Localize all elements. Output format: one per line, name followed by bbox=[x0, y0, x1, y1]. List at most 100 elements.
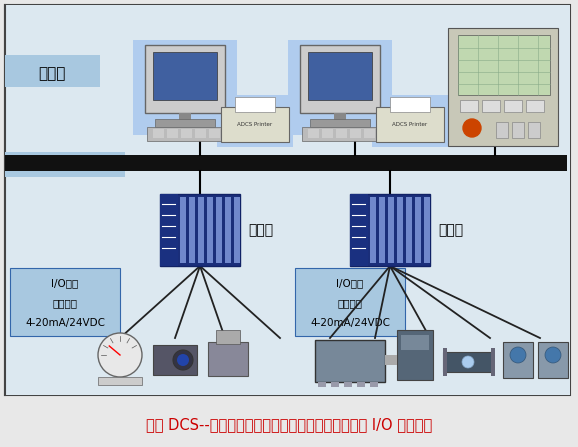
Bar bbox=[302, 127, 378, 141]
Bar bbox=[216, 330, 240, 344]
Bar bbox=[491, 348, 495, 376]
Bar bbox=[482, 100, 500, 112]
Bar bbox=[388, 197, 394, 263]
Bar bbox=[153, 129, 164, 138]
Bar bbox=[415, 197, 421, 263]
Bar bbox=[308, 52, 372, 100]
Text: 控制器: 控制器 bbox=[438, 223, 463, 237]
Bar bbox=[458, 35, 550, 95]
Text: 传统 DCS--现场级设备与控制器之间连接采用一对一 I/O 连线方式: 传统 DCS--现场级设备与控制器之间连接采用一对一 I/O 连线方式 bbox=[146, 417, 432, 433]
Bar bbox=[189, 197, 195, 263]
Bar bbox=[147, 127, 223, 141]
Bar bbox=[385, 355, 397, 365]
Text: 4-20mA/24VDC: 4-20mA/24VDC bbox=[25, 318, 105, 328]
Bar bbox=[350, 194, 368, 266]
Bar bbox=[512, 122, 524, 138]
Bar bbox=[350, 194, 430, 266]
Bar bbox=[379, 197, 385, 263]
Bar bbox=[322, 129, 333, 138]
Text: I/O连线: I/O连线 bbox=[51, 278, 79, 288]
Bar bbox=[181, 129, 192, 138]
Bar bbox=[235, 97, 275, 112]
Bar bbox=[504, 100, 522, 112]
Bar bbox=[443, 352, 493, 372]
Text: 车间级监控网: 车间级监控网 bbox=[43, 159, 87, 172]
Bar bbox=[195, 129, 206, 138]
Text: 现场信号: 现场信号 bbox=[53, 298, 77, 308]
Bar bbox=[179, 113, 191, 121]
Bar bbox=[300, 45, 380, 113]
Bar bbox=[318, 382, 326, 387]
Bar bbox=[397, 330, 433, 380]
Bar bbox=[133, 40, 237, 135]
Bar bbox=[234, 197, 240, 263]
Bar bbox=[496, 122, 508, 138]
Circle shape bbox=[545, 347, 561, 363]
Text: 车间级: 车间级 bbox=[38, 67, 66, 81]
Bar bbox=[315, 340, 385, 382]
Bar bbox=[357, 382, 365, 387]
Text: 控制器: 控制器 bbox=[248, 223, 273, 237]
Bar bbox=[538, 342, 568, 378]
Bar bbox=[331, 382, 339, 387]
Bar bbox=[334, 113, 346, 121]
Bar bbox=[5, 55, 100, 87]
Bar bbox=[350, 129, 361, 138]
Circle shape bbox=[177, 354, 189, 366]
Bar bbox=[217, 95, 293, 147]
Bar bbox=[5, 152, 125, 177]
Bar bbox=[406, 197, 412, 263]
Text: ADCS Printer: ADCS Printer bbox=[238, 122, 273, 127]
Circle shape bbox=[173, 350, 193, 370]
Bar bbox=[225, 197, 231, 263]
Bar bbox=[5, 5, 570, 395]
Bar bbox=[160, 194, 240, 266]
Bar bbox=[209, 129, 220, 138]
Text: 现场信号: 现场信号 bbox=[338, 298, 362, 308]
Text: 4-20mA/24VDC: 4-20mA/24VDC bbox=[310, 318, 390, 328]
Bar bbox=[401, 335, 429, 350]
Bar bbox=[528, 122, 540, 138]
Bar bbox=[216, 197, 222, 263]
Bar bbox=[390, 97, 430, 112]
Bar bbox=[503, 342, 533, 378]
Bar bbox=[308, 129, 319, 138]
Bar bbox=[526, 100, 544, 112]
Bar bbox=[372, 95, 448, 147]
Bar bbox=[145, 45, 225, 113]
Bar bbox=[310, 119, 370, 127]
Bar bbox=[167, 129, 178, 138]
Bar bbox=[10, 268, 120, 336]
Bar bbox=[153, 345, 197, 375]
Bar bbox=[295, 268, 405, 336]
Bar bbox=[155, 119, 215, 127]
Bar bbox=[153, 52, 217, 100]
Circle shape bbox=[510, 347, 526, 363]
Bar bbox=[424, 197, 430, 263]
Bar bbox=[376, 107, 444, 142]
Bar bbox=[336, 129, 347, 138]
Bar bbox=[5, 5, 570, 395]
Bar bbox=[98, 377, 142, 385]
Bar bbox=[221, 107, 289, 142]
Bar bbox=[5, 155, 567, 171]
Bar bbox=[364, 129, 375, 138]
Bar bbox=[397, 197, 403, 263]
Circle shape bbox=[462, 356, 474, 368]
Bar bbox=[288, 40, 392, 135]
Bar bbox=[198, 197, 204, 263]
Bar bbox=[180, 197, 186, 263]
Bar bbox=[460, 100, 478, 112]
Bar bbox=[370, 382, 378, 387]
Text: ADCS Printer: ADCS Printer bbox=[392, 122, 428, 127]
Circle shape bbox=[98, 333, 142, 377]
Bar bbox=[344, 382, 352, 387]
Text: I/O连线: I/O连线 bbox=[336, 278, 364, 288]
Bar bbox=[443, 348, 447, 376]
Bar bbox=[207, 197, 213, 263]
Circle shape bbox=[463, 119, 481, 137]
Bar bbox=[448, 28, 558, 146]
Bar bbox=[370, 197, 376, 263]
Bar bbox=[208, 342, 248, 376]
Bar bbox=[160, 194, 178, 266]
